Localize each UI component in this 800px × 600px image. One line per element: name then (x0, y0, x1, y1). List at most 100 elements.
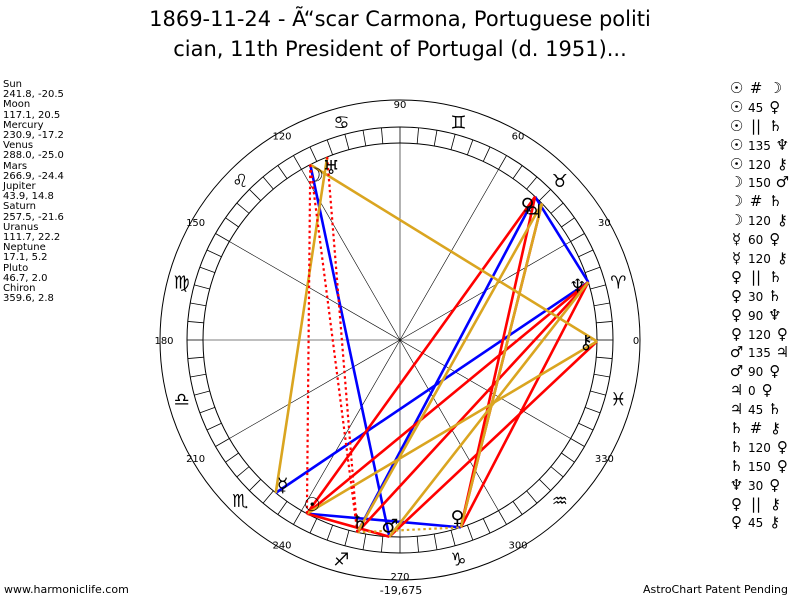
degree-tick (190, 302, 207, 307)
planet-name: Neptune (3, 242, 46, 254)
aspect-planet-2-icon: ♀ (769, 475, 781, 494)
aspect-planet-2-icon: ♀ (769, 362, 781, 381)
degree-tick (190, 373, 207, 378)
sign-pisces-icon: ♓ (610, 389, 626, 410)
planet-name: Venus (3, 140, 34, 152)
aspect-type: 0 (748, 384, 756, 399)
planet-coords: 43.9, 14.8 (3, 191, 54, 203)
aspect-list-item: ☿ 60 ♀ (728, 230, 791, 249)
aspect-planet-1-icon: ♄ (729, 419, 744, 438)
degree-tick (326, 139, 333, 156)
house-spoke (399, 169, 499, 341)
degree-tick (512, 501, 523, 515)
aspect-planet-2-icon: ♄ (768, 192, 783, 211)
aspect-line (356, 281, 590, 534)
degree-tick (482, 146, 491, 162)
aspect-planet-1-icon: ♀ (731, 267, 742, 286)
sign-aries-icon: ♈ (610, 273, 626, 294)
degree-tick (578, 422, 594, 431)
aspect-planet-1-icon: ♃ (729, 381, 744, 400)
aspect-list-item: ☉ 45 ♀ (728, 98, 791, 117)
planet-glyphs: ☉ ☽ ☿ ♀ ♂ ♃ ♄ ♅ ♆ ♀ ⚷ (277, 157, 593, 538)
sign-capricorn-icon: ♑ (450, 549, 466, 570)
degree-tick (570, 233, 585, 242)
degree-tick (498, 155, 507, 170)
pluto-glyph-icon: ♀ (521, 195, 535, 217)
patent-note: AstroChart Patent Pending (642, 583, 788, 596)
aspect-planet-2-icon: ♄ (768, 286, 782, 305)
degree-label: 90 (394, 100, 407, 111)
aspect-type: 90 (748, 365, 764, 380)
aspect-line (309, 163, 598, 343)
title-line-2: cian, 11th President of Portugal (d. 195… (173, 37, 627, 61)
sign-libra-icon: ♎ (174, 389, 190, 410)
degree-tick (561, 217, 575, 228)
aspect-list-item: ♆ 30 ♀ (728, 476, 791, 495)
outer-circle (159, 99, 641, 581)
title-line-1: 1869-11-24 - Ã“scar Carmona, Portuguese … (149, 7, 651, 31)
aspect-line (274, 156, 329, 494)
degree-tick (362, 130, 367, 147)
degree-tick (584, 407, 601, 414)
aspect-line (356, 196, 537, 533)
degree-label: 120 (272, 132, 291, 143)
degree-label: 240 (272, 540, 291, 551)
aspect-list: ☉ # ☽ ☉ 45 ♀ ☉ || ♄ ☉ 135 ♆ ☉ 120 ⚷ ☽ 150 ♂ ☽ # ♄ ☽ 120 ⚷ ☿ 60 ♀ ☿ 1… (728, 79, 791, 532)
planet-position-list: Sun 241.8, -20.5 Moon 117.1, 20.5 Mercury 230… (3, 79, 64, 304)
degree-tick (467, 524, 474, 541)
house-spokes (203, 143, 597, 537)
aspect-line (459, 196, 537, 528)
sun-glyph-icon: ☉ (304, 494, 321, 516)
aspect-planet-1-icon: ☽ (729, 211, 744, 230)
saturn-glyph-icon: ♄ (351, 512, 368, 534)
aspect-planet-1-icon: ☉ (729, 79, 744, 97)
aspect-line (305, 164, 312, 514)
aspect-line (459, 203, 544, 528)
aspect-planet-2-icon: ⚷ (776, 211, 788, 230)
degree-tick (433, 533, 438, 550)
degree-tick (293, 155, 302, 170)
aspect-planet-1-icon: ☉ (729, 97, 744, 116)
degree-tick (526, 490, 538, 504)
planet-coords: 111.7, 22.2 (3, 232, 61, 244)
aspect-type: 60 (748, 233, 764, 248)
degree-tick (539, 479, 551, 491)
planet-coords: 46.7, 2.0 (3, 272, 48, 284)
aspect-planet-2-icon: ♄ (768, 116, 783, 135)
degree-tick (512, 165, 523, 179)
aspect-planet-1-icon: ♀ (731, 286, 742, 305)
aspect-list-item: ♄ 120 ♀ (728, 438, 791, 457)
planet-name: Uranus (3, 221, 39, 233)
aspect-planet-1-icon: ☿ (731, 249, 742, 268)
degree-tick (262, 176, 274, 190)
degree-label: 150 (186, 218, 205, 229)
degree-tick (194, 284, 210, 290)
chart-title: 1869-11-24 - Ã“scar Carmona, Portuguese … (0, 4, 800, 64)
aspect-planet-2-icon: ♆ (775, 135, 790, 154)
degree-tick (550, 202, 564, 214)
aspect-line (306, 512, 390, 538)
aspect-line (308, 164, 391, 537)
aspect-planet-2-icon: ⚷ (769, 513, 781, 532)
degree-tick (206, 422, 222, 431)
planet-coords: 117.1, 20.5 (3, 109, 61, 121)
degree-tick (194, 390, 210, 396)
sign-gemini-icon: ♊ (450, 113, 466, 134)
aspect-type: 150 (748, 176, 771, 191)
degree-tick (433, 130, 438, 147)
website-link[interactable]: www.harmoniclife.com (4, 583, 129, 596)
degree-tick (215, 438, 230, 447)
aspect-planet-2-icon: ♀ (769, 97, 781, 116)
degree-tick (199, 407, 216, 414)
aspect-planet-1-icon: ♆ (729, 475, 744, 494)
aspect-line (534, 195, 590, 283)
aspect-type: 120 (748, 214, 771, 229)
aspect-list-item: ☉ 135 ♆ (728, 136, 791, 155)
aspect-planet-1-icon: ☿ (731, 230, 742, 249)
planet-name: Jupiter (3, 181, 36, 193)
aspect-list-item: ♄ 150 ♀ (728, 457, 791, 476)
degree-tick (570, 438, 585, 447)
sign-sagittarius-icon: ♐ (333, 549, 349, 570)
aspect-list-item: ♀ 90 ♆ (728, 306, 791, 325)
